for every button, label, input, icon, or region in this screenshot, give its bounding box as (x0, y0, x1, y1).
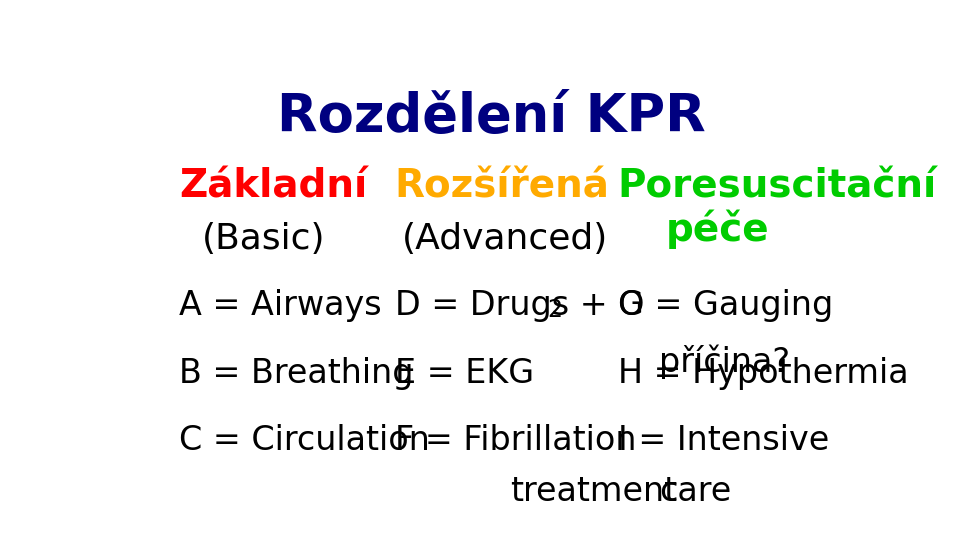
Text: Poresuscitační: Poresuscitační (618, 167, 937, 205)
Text: příčina?: příčina? (659, 344, 790, 379)
Text: Základní: Základní (179, 167, 367, 205)
Text: péče: péče (667, 209, 770, 249)
Text: A = Airways: A = Airways (179, 289, 382, 322)
Text: D = Drugs + O: D = Drugs + O (395, 289, 644, 322)
Text: Rozdělení KPR: Rozdělení KPR (277, 91, 706, 143)
Text: F = Fibrillation: F = Fibrillation (395, 424, 637, 458)
Text: H = Hypothermia: H = Hypothermia (618, 357, 908, 390)
Text: G = Gauging: G = Gauging (618, 289, 833, 322)
Text: care: care (659, 475, 731, 508)
Text: treatment: treatment (510, 475, 677, 508)
Text: 2: 2 (548, 298, 562, 322)
Text: I = Intensive: I = Intensive (618, 424, 830, 458)
Text: B = Breathing: B = Breathing (179, 357, 414, 390)
Text: (Advanced): (Advanced) (403, 222, 609, 256)
Text: Rozšířená: Rozšířená (395, 167, 610, 205)
Text: (Basic): (Basic) (201, 222, 325, 256)
Text: C = Circulation: C = Circulation (179, 424, 431, 458)
Text: E = EKG: E = EKG (395, 357, 534, 390)
